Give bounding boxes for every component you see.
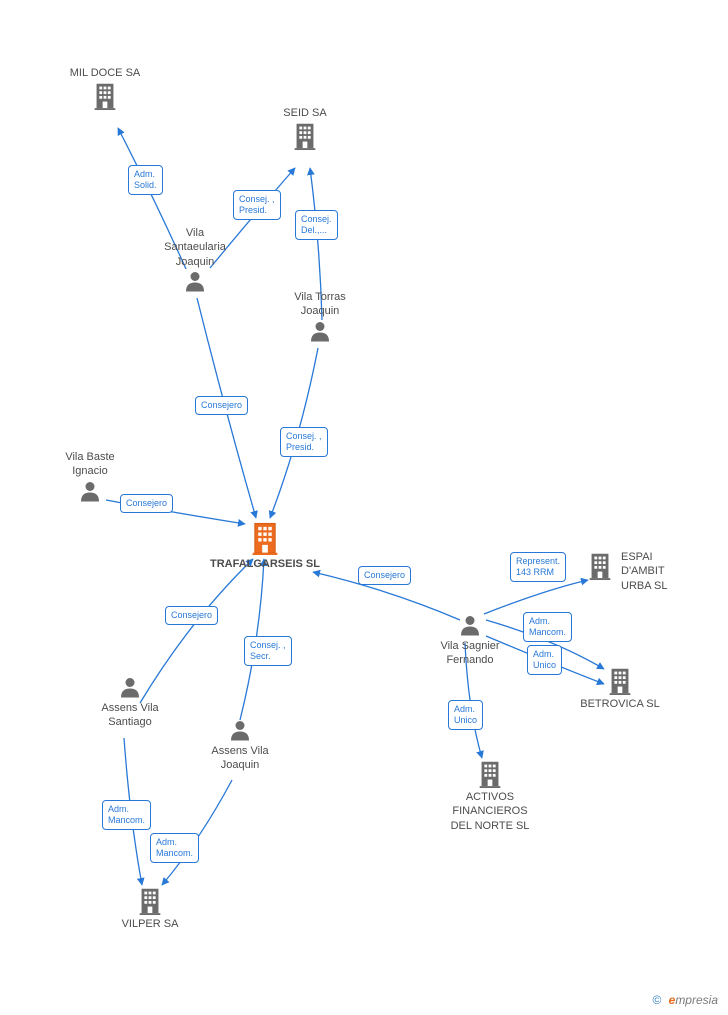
node-betrovica: BETROVICA SL [555, 665, 685, 711]
node-activos: ACTIVOS FINANCIEROS DEL NORTE SL [425, 758, 555, 833]
person-icon [130, 269, 260, 293]
node-trafalgar: TRAFALGARSEIS SL [200, 519, 330, 571]
node-vila_torras: Vila Torras Joaquin [255, 288, 385, 343]
edge-label-e1: Adm. Solid. [128, 165, 163, 195]
building-icon [425, 758, 555, 788]
node-seid: SEID SA [240, 104, 370, 150]
person-icon [405, 613, 535, 637]
edge-label-e3: Consej. Del.,... [295, 210, 338, 240]
building-icon [85, 885, 215, 915]
diagram-canvas: MIL DOCE SA SEID SA VILPER SA ESPAI D'AM… [0, 0, 728, 1015]
node-label: Vila Santaeularia Joaquin [130, 226, 260, 269]
edges-layer [0, 0, 728, 1015]
edge-label-e14: Adm. Mancom. [150, 833, 199, 863]
person-icon [175, 718, 305, 742]
node-label: SEID SA [240, 106, 370, 120]
copyright-symbol: © [652, 993, 661, 1007]
node-label: Assens Vila Joaquin [175, 744, 305, 773]
node-label: BETROVICA SL [555, 697, 685, 711]
node-label: Vila Torras Joaquin [255, 290, 385, 319]
edge-label-e13: Adm. Mancom. [102, 800, 151, 830]
edge-label-e11: Consejero [165, 606, 218, 625]
node-label: MIL DOCE SA [40, 66, 170, 80]
edge-label-e8: Represent. 143 RRM [510, 552, 566, 582]
person-icon [65, 675, 195, 699]
building-icon [200, 519, 330, 555]
building-icon [555, 665, 685, 695]
edge-label-e9: Adm. Mancom. [523, 612, 572, 642]
node-label: Vila Baste Ignacio [25, 450, 155, 479]
node-label: Vila Sagnier Fernando [405, 639, 535, 668]
edge-label-e10: Adm. Unico [448, 700, 483, 730]
person-icon [255, 319, 385, 343]
edge-label-e6: Consejero [120, 494, 173, 513]
building-icon [240, 120, 370, 150]
edge-label-e7: Consejero [358, 566, 411, 585]
edge-label-e9b: Adm. Unico [527, 645, 562, 675]
node-assens_joaq: Assens Vila Joaquin [175, 718, 305, 773]
building-icon [585, 550, 615, 580]
building-icon [40, 80, 170, 110]
brand-logo-rest: mpresia [675, 993, 718, 1007]
edge-label-e12: Consej. , Secr. [244, 636, 292, 666]
edge-label-e2: Consej. , Presid. [233, 190, 281, 220]
edge-e8 [484, 580, 588, 614]
node-espai: ESPAI D'AMBIT URBA SL [585, 550, 728, 593]
node-mil_doce: MIL DOCE SA [40, 64, 170, 110]
edge-label-e5: Consej. , Presid. [280, 427, 328, 457]
node-label: ACTIVOS FINANCIEROS DEL NORTE SL [425, 790, 555, 833]
edge-label-e4: Consejero [195, 396, 248, 415]
node-vila_sagnier: Vila Sagnier Fernando [405, 613, 535, 668]
node-label: TRAFALGARSEIS SL [200, 557, 330, 571]
node-label: ESPAI D'AMBIT URBA SL [621, 550, 667, 593]
node-vilper: VILPER SA [85, 885, 215, 931]
node-label: VILPER SA [85, 917, 215, 931]
footer: © empresia [652, 993, 718, 1007]
node-vila_santa: Vila Santaeularia Joaquin [130, 224, 260, 293]
